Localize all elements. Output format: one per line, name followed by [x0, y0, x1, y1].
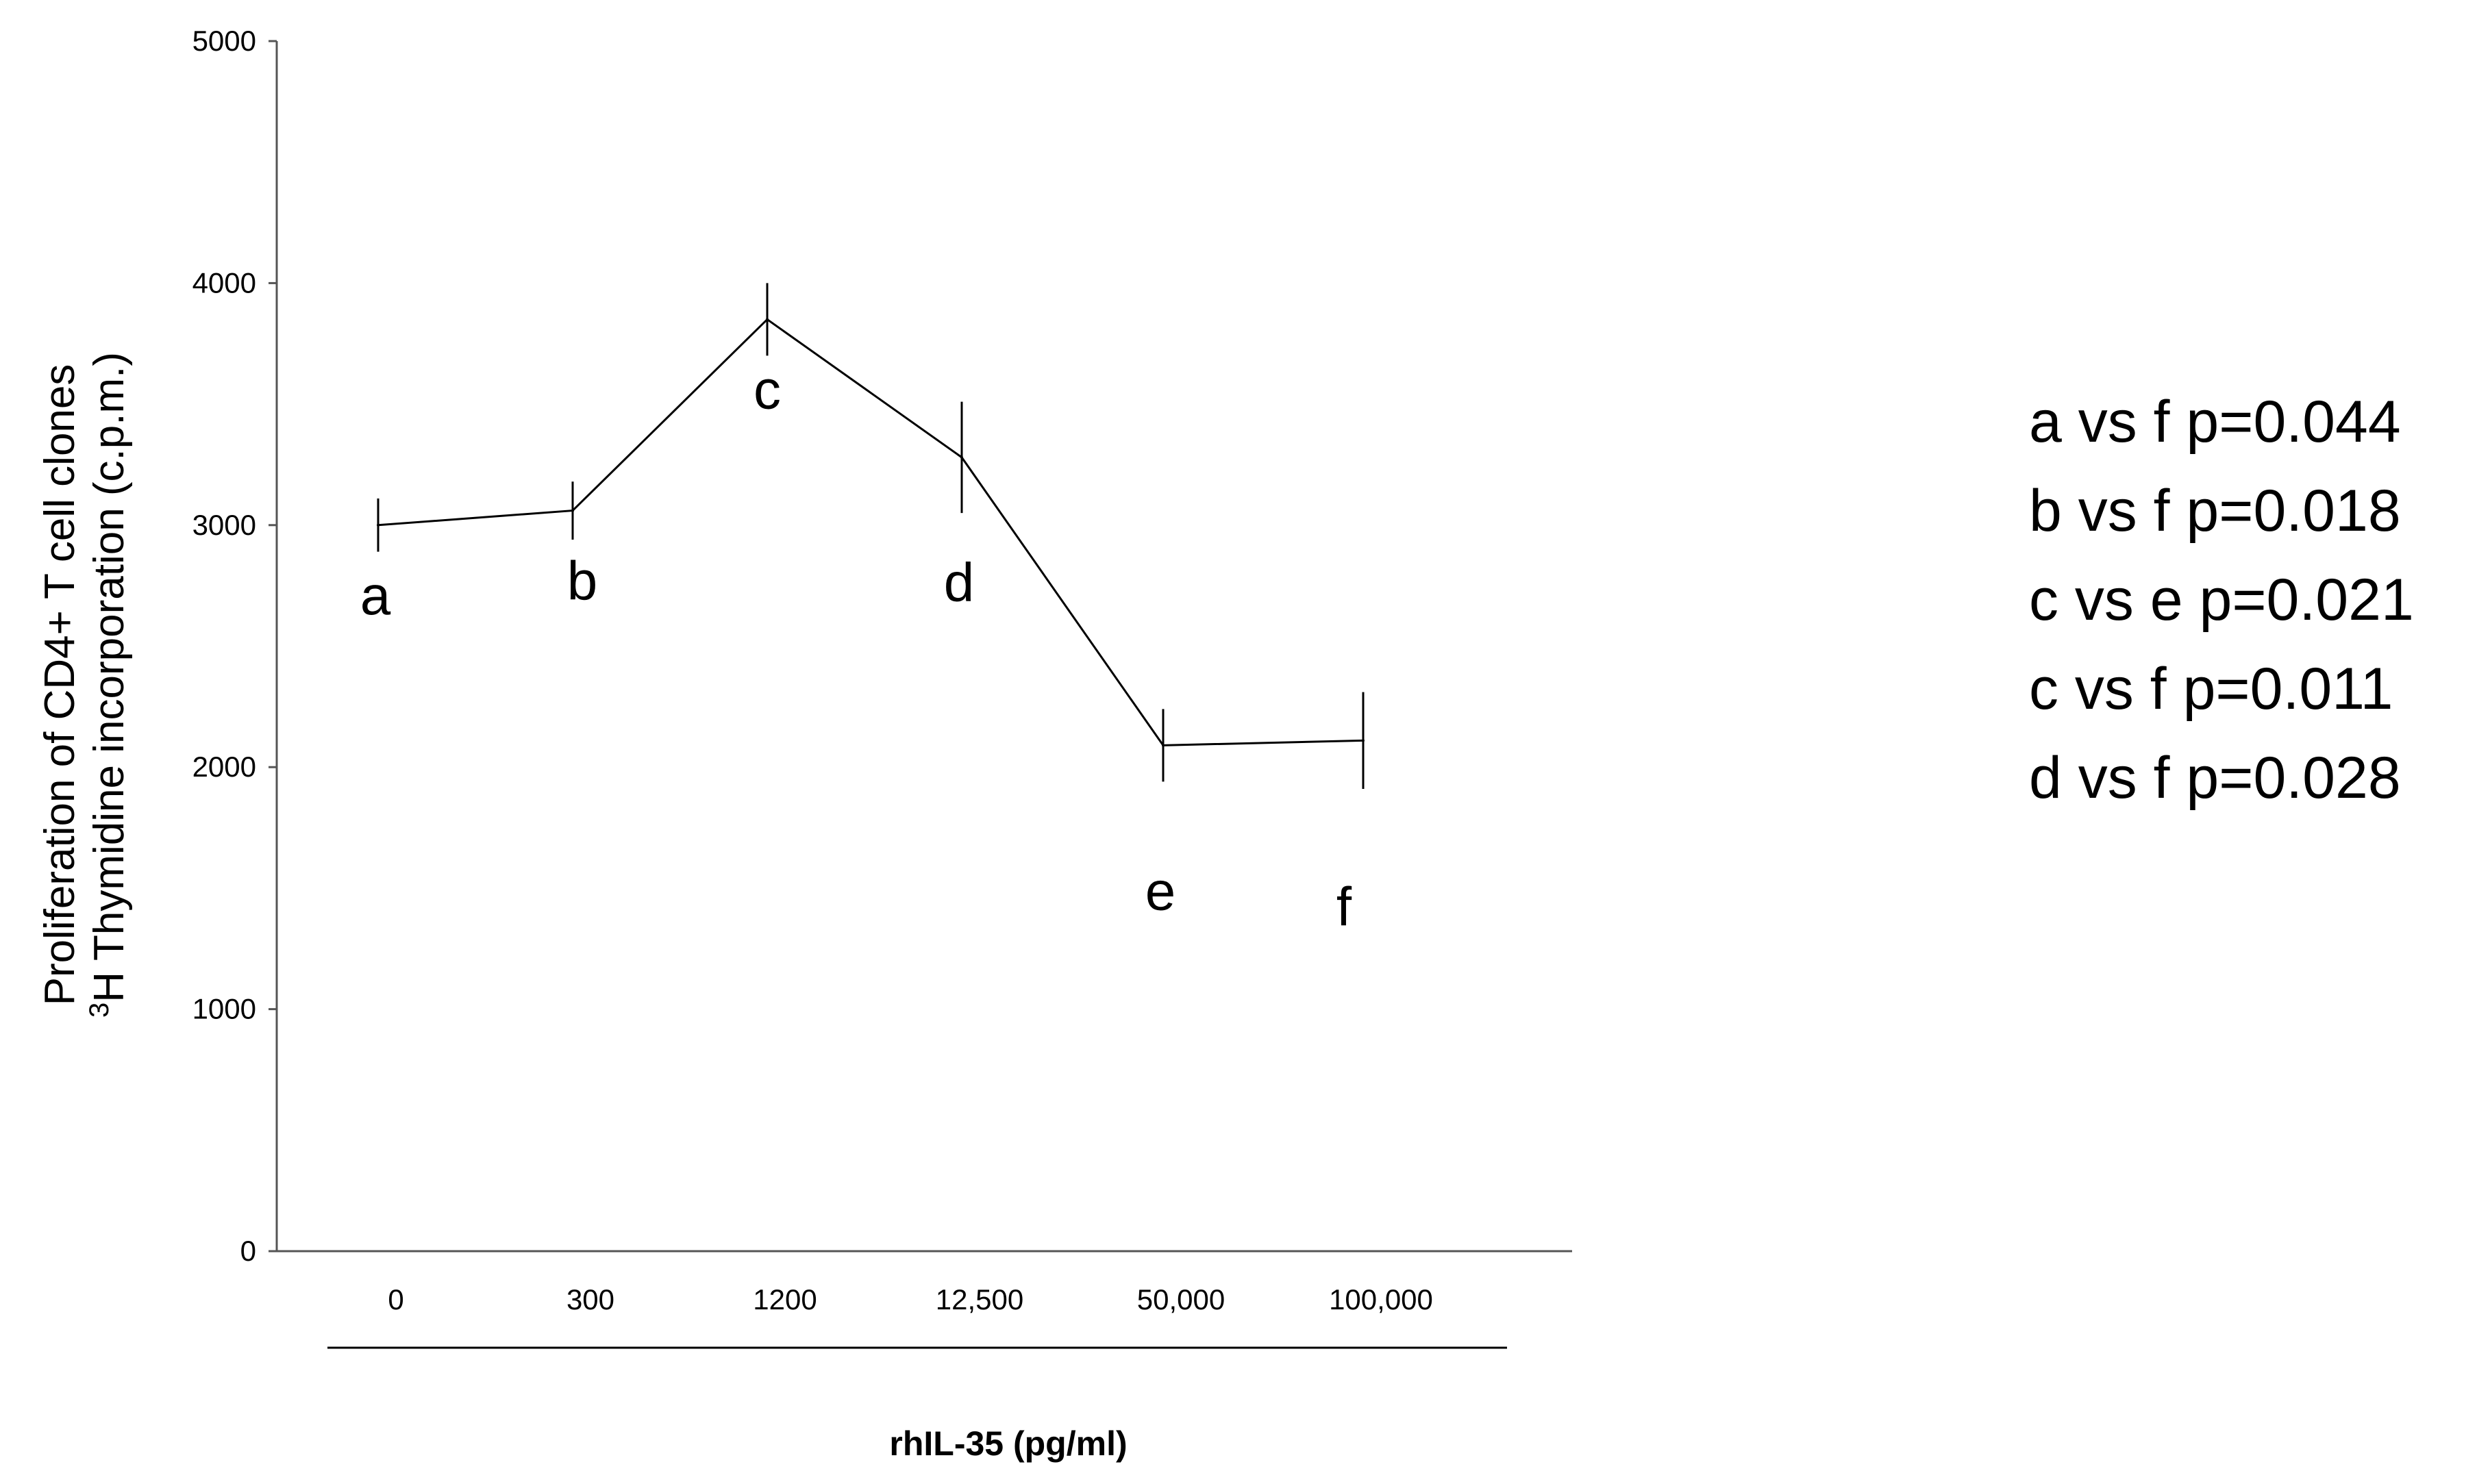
y-tick-label-5: 5000 — [192, 25, 256, 57]
x-tick-label-0: 0 — [388, 1283, 403, 1316]
y-tick-label-4: 4000 — [192, 266, 256, 299]
x-axis-label: rhIL-35 (pg/ml) — [889, 1424, 1127, 1463]
data-point-b — [571, 509, 574, 512]
stat-annotation-1: a vs f p=0.044 — [2029, 389, 2401, 455]
x-tick-label-1: 300 — [567, 1283, 614, 1316]
stat-annotation-3: c vs e p=0.021 — [2029, 567, 2414, 633]
data-point-e — [1162, 744, 1165, 747]
stat-annotation-5: d vs f p=0.028 — [2029, 745, 2401, 811]
data-point-f — [1362, 739, 1365, 742]
data-point-c — [766, 318, 769, 321]
y-axis-label: Proliferation of CD4+ T cell clones 3H Th… — [36, 352, 133, 1018]
y-tick-label-3: 3000 — [192, 509, 256, 541]
point-label-a: a — [360, 565, 391, 626]
y-axis-label-line-2: 3H Thymidine incorporation (c.p.m.) — [84, 352, 133, 1018]
x-tick-label-2: 1200 — [753, 1283, 817, 1316]
x-tick-label-5: 100,000 — [1329, 1283, 1433, 1316]
point-label-c: c — [754, 359, 781, 420]
x-tick-label-3: 12,500 — [936, 1283, 1023, 1316]
y-axis-label-superscript: 3 — [84, 1003, 114, 1018]
data-point-d — [960, 455, 963, 459]
y-axis-label-line-2-rest: Thymidine incorporation (c.p.m.) — [86, 352, 133, 961]
stats-annotations: a vs f p=0.044 b vs f p=0.018 c vs e p=0… — [2029, 389, 2414, 811]
x-tick-label-4: 50,000 — [1137, 1283, 1225, 1316]
stat-annotation-2: b vs f p=0.018 — [2029, 478, 2401, 544]
y-tick-label-2: 2000 — [192, 751, 256, 783]
series-line — [377, 318, 1364, 746]
y-axis-label-superscript-base: H — [86, 972, 133, 1003]
point-label-f: f — [1336, 876, 1352, 937]
data-point-a — [377, 523, 379, 527]
point-label-b: b — [567, 551, 598, 612]
point-label-d: d — [944, 552, 975, 613]
y-axis-label-line-1: Proliferation of CD4+ T cell clones — [36, 364, 84, 1006]
stat-annotation-4: c vs f p=0.011 — [2029, 656, 2393, 722]
y-tick-label-0: 0 — [240, 1235, 256, 1267]
y-tick-label-1: 1000 — [192, 993, 256, 1025]
point-label-e: e — [1145, 860, 1176, 921]
chart-marks: 0 1000 2000 3000 4000 5000 0 300 1200 12,500 50,00… — [192, 25, 1433, 1316]
